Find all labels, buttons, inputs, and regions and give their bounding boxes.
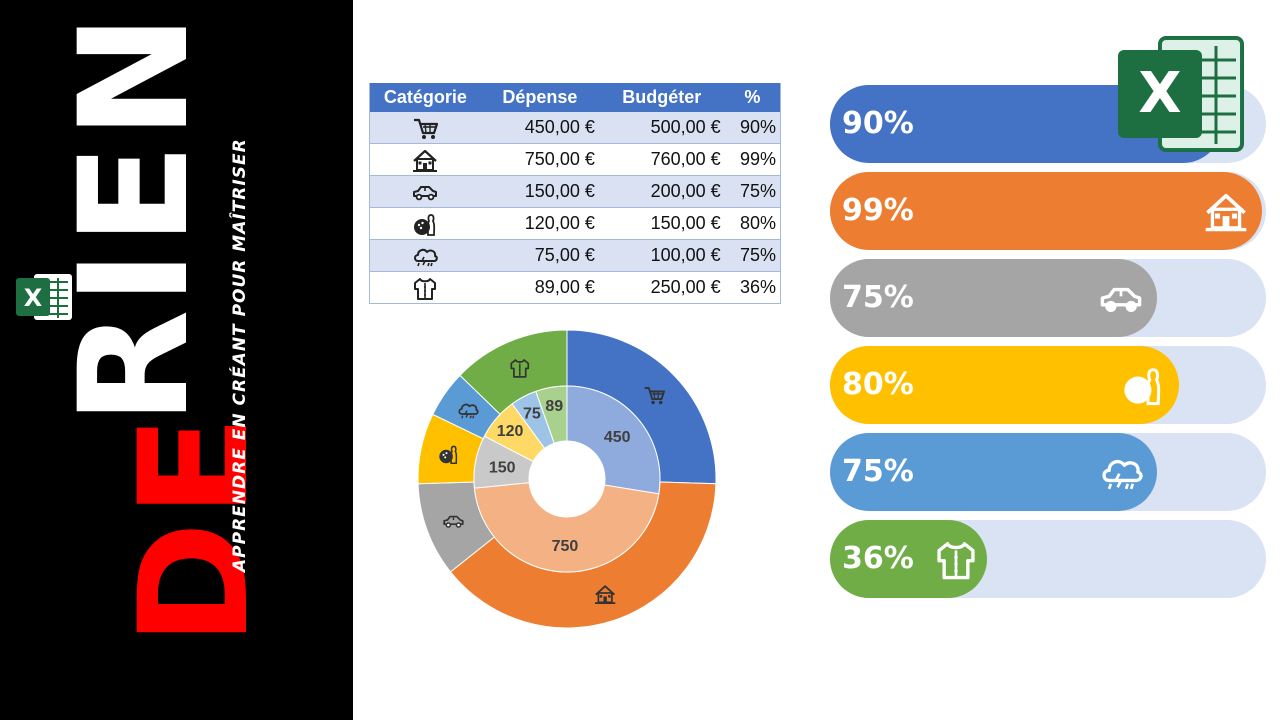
- svg-text:X: X: [24, 284, 43, 312]
- house-icon: [1203, 193, 1248, 232]
- depense-cell: 150,00 €: [480, 175, 599, 208]
- budget-progress-bars: 90% 99% 75% 80% 75% 36%: [830, 85, 1270, 605]
- progress-bar-bowling: 80%: [830, 346, 1270, 424]
- shopping-cart-icon: [413, 118, 439, 140]
- svg-text:X: X: [1138, 61, 1181, 126]
- header-depense: Dépense: [480, 83, 599, 112]
- percent-cell: 36%: [724, 271, 781, 304]
- bar-percent-label: 90%: [842, 106, 914, 141]
- progress-bar-car: 75%: [830, 259, 1270, 337]
- expense-slice-shopping-cart: [566, 385, 661, 495]
- progress-bar-shirt: 36%: [830, 520, 1270, 598]
- depense-cell: 750,00 €: [480, 143, 599, 176]
- bar-fill: [830, 520, 987, 598]
- channel-banner: X DE RIEN APPRENDRE EN CRÉANT POUR MAÎTR…: [0, 0, 353, 720]
- bar-percent-label: 75%: [842, 280, 914, 315]
- category-cell: [369, 112, 481, 144]
- expense-slice-shirt: [535, 385, 568, 444]
- shirt-icon: [414, 277, 437, 300]
- progress-bar-weather: 75%: [830, 433, 1270, 511]
- bar-percent-label: 36%: [842, 541, 914, 576]
- data-label: 75: [523, 406, 541, 423]
- weather-icon: [414, 248, 439, 267]
- bowling-icon: [413, 213, 436, 236]
- bar-percent-label: 80%: [842, 367, 914, 402]
- excel-logo-small-icon: X: [16, 274, 72, 320]
- shirt-icon: [937, 542, 975, 580]
- category-cell: [369, 207, 481, 240]
- table-row: 750,00 € 760,00 € 99%: [369, 143, 781, 176]
- budget-cell: 100,00 €: [598, 239, 725, 272]
- percent-cell: 75%: [724, 239, 781, 272]
- data-label: 89: [545, 398, 563, 415]
- data-label: 450: [604, 429, 631, 446]
- bar-fill: [830, 346, 1179, 424]
- category-cell: [369, 239, 481, 272]
- car-icon: [1100, 287, 1142, 313]
- depense-cell: 89,00 €: [480, 271, 599, 304]
- bowling-icon: [1122, 368, 1160, 406]
- brand-word-rien: RIEN: [48, 9, 222, 425]
- table-row: 150,00 € 200,00 € 75%: [369, 175, 781, 208]
- excel-logo-icon: X: [1118, 36, 1244, 152]
- bar-fill: [830, 172, 1262, 250]
- percent-cell: 90%: [724, 112, 781, 144]
- header-budgeter: Budgéter: [598, 83, 725, 112]
- car-icon: [413, 185, 438, 200]
- percent-cell: 99%: [724, 143, 781, 176]
- percent-cell: 75%: [724, 175, 781, 208]
- table-row: 89,00 € 250,00 € 36%: [369, 271, 781, 304]
- progress-bar-house: 99%: [830, 172, 1270, 250]
- budget-cell: 150,00 €: [598, 207, 725, 240]
- data-label: 150: [489, 460, 516, 477]
- data-label: 750: [552, 538, 579, 555]
- table-row: 75,00 € 100,00 € 75%: [369, 239, 781, 272]
- header-percent: %: [724, 83, 781, 112]
- depense-cell: 75,00 €: [480, 239, 599, 272]
- data-label: 120: [497, 423, 524, 440]
- weather-icon: [1102, 459, 1143, 491]
- depense-cell: 120,00 €: [480, 207, 599, 240]
- header-categorie: Catégorie: [369, 83, 481, 112]
- budget-table: Catégorie Dépense Budgéter % 450,00 € 50…: [369, 83, 781, 304]
- bar-fill: [830, 433, 1157, 511]
- house-icon: [412, 149, 439, 172]
- table-header-row: Catégorie Dépense Budgéter %: [369, 83, 781, 112]
- category-cell: [369, 175, 481, 208]
- category-cell: [369, 271, 481, 304]
- budget-cell: 760,00 €: [598, 143, 725, 176]
- tagline: APPRENDRE EN CRÉANT POUR MAÎTRISER: [230, 138, 250, 572]
- bar-percent-label: 99%: [842, 193, 914, 228]
- budget-cell: 500,00 €: [598, 112, 725, 144]
- percent-cell: 80%: [724, 207, 781, 240]
- table-row: 450,00 € 500,00 € 90%: [369, 112, 781, 144]
- expense-slice-house: [473, 482, 660, 573]
- category-cell: [369, 143, 481, 176]
- budget-cell: 200,00 €: [598, 175, 725, 208]
- bar-percent-label: 75%: [842, 454, 914, 489]
- budget-cell: 250,00 €: [598, 271, 725, 304]
- table-row: 120,00 € 150,00 € 80%: [369, 207, 781, 240]
- depense-cell: 450,00 €: [480, 112, 599, 144]
